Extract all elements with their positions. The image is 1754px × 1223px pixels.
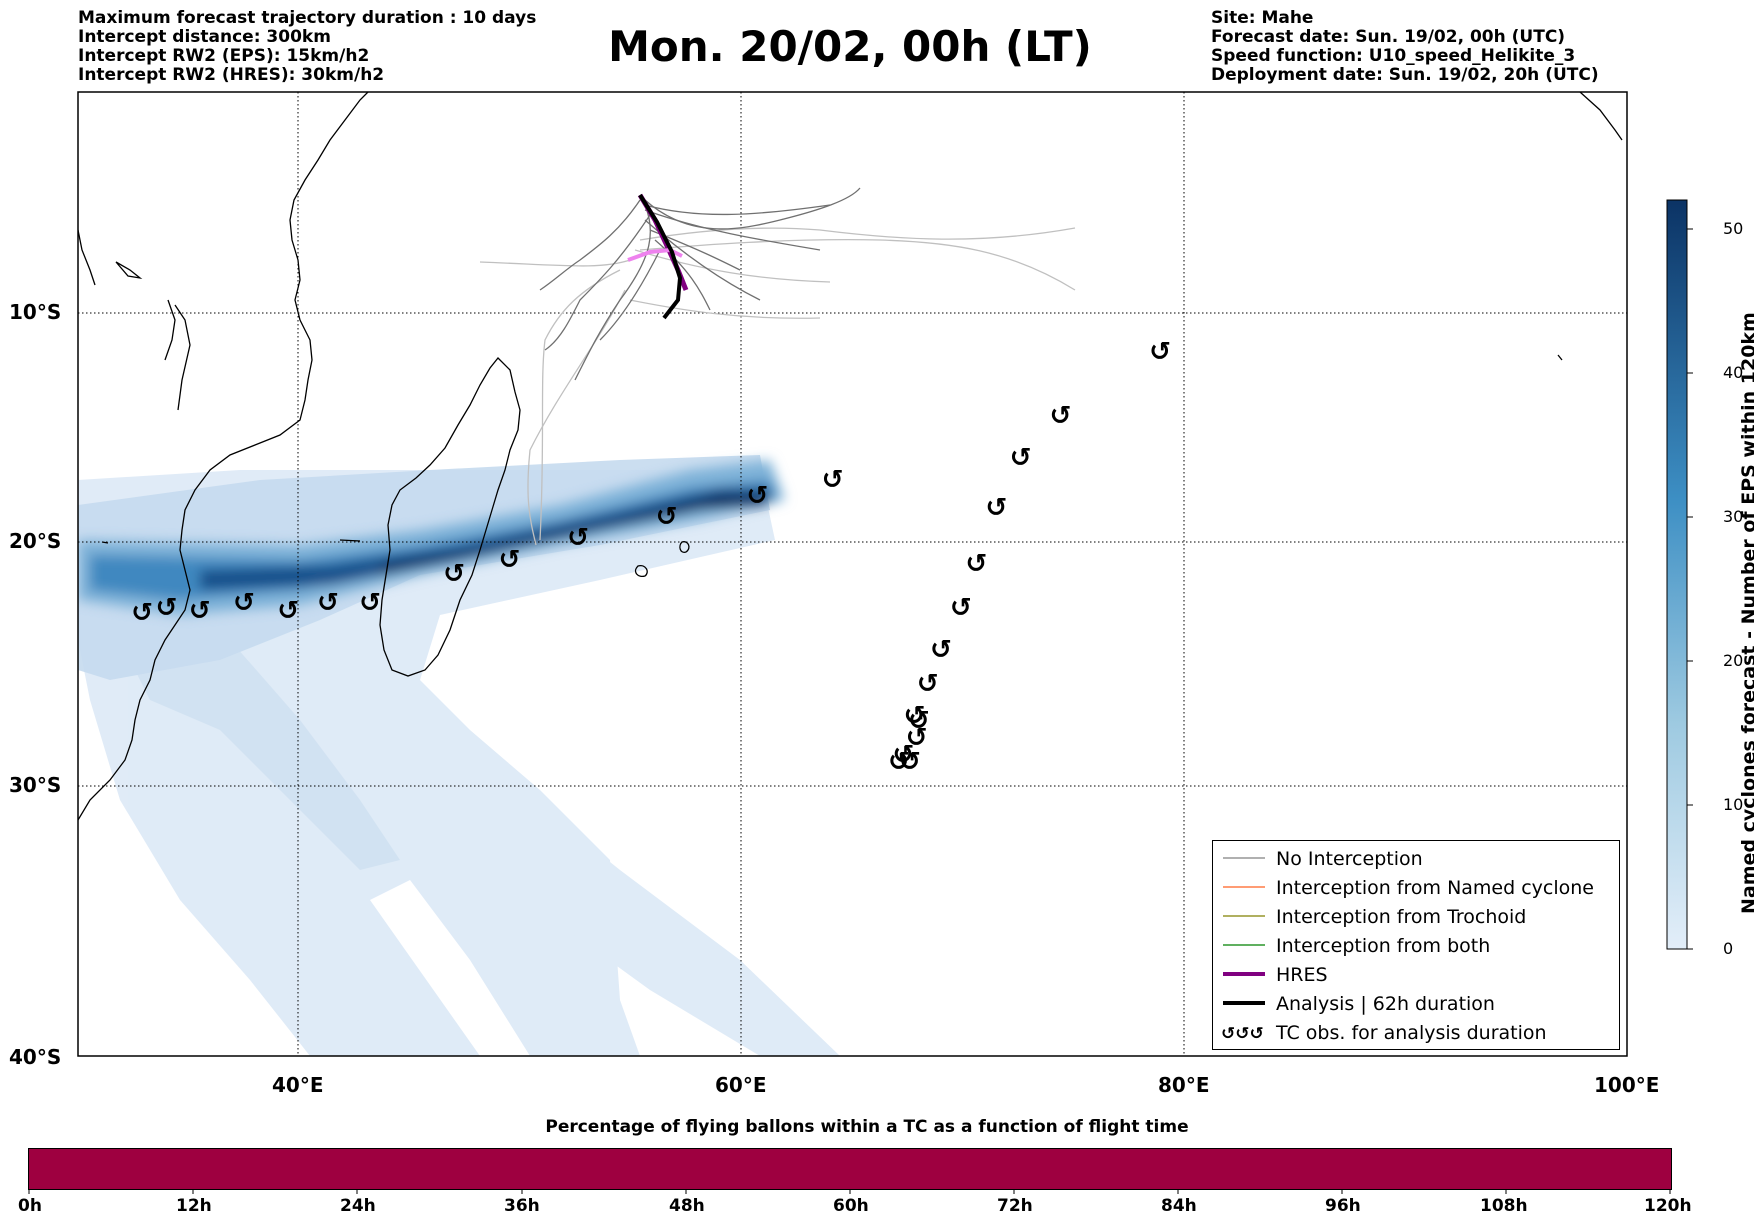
cyclone-icon: ↺ (655, 502, 678, 533)
colorbar-tick: 10 (1723, 795, 1744, 814)
cyclone-icon: ↺ (567, 522, 589, 553)
lon-label: 100°E (1594, 1073, 1660, 1097)
cyclone-icon: ↺ (930, 634, 952, 665)
lat-label: 10°S (9, 300, 62, 324)
legend-item: No Interception (1213, 845, 1619, 874)
legend-item: Interception from both (1213, 932, 1619, 961)
legend-label: Analysis | 62h duration (1276, 993, 1495, 1015)
hour-label: 12h (176, 1196, 212, 1216)
header-right-line: Forecast date: Sun. 19/02, 00h (UTC) (1211, 27, 1566, 47)
cyclone-icon: ↺ (498, 544, 521, 575)
legend-label: HRES (1276, 964, 1328, 986)
map-frame (77, 91, 1628, 1057)
cyclone-icon: ↺ (155, 593, 178, 624)
cyclone-icon: ↺ (188, 595, 211, 626)
legend-label: Interception from both (1276, 935, 1491, 957)
cyclone-icon: ↺ (985, 492, 1008, 523)
colorbar-tick: 30 (1723, 507, 1744, 526)
flight-bar-title: Percentage of flying ballons within a TC… (545, 1117, 1189, 1137)
cyclone-icon: ↺ (1049, 401, 1072, 432)
legend-label: No Interception (1276, 848, 1423, 870)
header-right-line: Speed function: U10_speed_Helikite_3 (1211, 46, 1576, 66)
cyclone-icon: ↺ (892, 739, 915, 770)
colorbar-tick: 0 (1723, 939, 1734, 958)
cyclone-icon: ↺ (949, 593, 972, 624)
cyclone-icon: ↺ (899, 747, 921, 778)
cyclone-icon: ↺ (746, 481, 769, 512)
header-left-line: Intercept RW2 (HRES): 30km/h2 (78, 65, 385, 85)
map-grid (78, 92, 1627, 1056)
cyclone-icon: ↺ (277, 595, 300, 626)
hres-track-branch (627, 247, 683, 262)
header-right-line: Deployment date: Sun. 19/02, 20h (UTC) (1211, 65, 1599, 85)
cyclone-icon: ↺ (903, 700, 926, 731)
legend-item: Interception from Named cyclone (1213, 874, 1619, 903)
cyclone-icon: ↺ (317, 588, 339, 619)
map-legend: No Interception Interception from Named … (1212, 840, 1620, 1050)
hour-label: 60h (833, 1196, 869, 1216)
hour-label: 84h (1161, 1196, 1197, 1216)
page-title: Mon. 20/02, 00h (LT) (608, 22, 1092, 71)
lat-label: 40°S (9, 1045, 62, 1069)
cyclone-icon: ↺ (131, 598, 153, 629)
coastlines (78, 92, 1623, 821)
cyclone-icon: ↺ (359, 588, 381, 619)
cyclone-icon: ↺ (905, 722, 928, 753)
legend-label: Interception from Trochoid (1276, 906, 1527, 928)
hour-label: 24h (340, 1196, 376, 1216)
hour-label: 96h (1325, 1196, 1361, 1216)
cyclone-icon: ↺ (232, 588, 255, 619)
legend-item: ↺↺↺ TC obs. for analysis duration (1213, 1019, 1619, 1048)
hour-label: 36h (504, 1196, 540, 1216)
hour-label: 0h (18, 1196, 42, 1216)
cyclone-icon: ↺ (887, 747, 910, 778)
cyclone-icon: ↺ (907, 705, 930, 736)
hour-label: 120h (1644, 1196, 1692, 1216)
hour-label: 108h (1480, 1196, 1528, 1216)
header-right-line: Site: Mahe (1211, 8, 1314, 28)
colorbar-tick: 20 (1723, 651, 1744, 670)
legend-label: Interception from Named cyclone (1276, 877, 1594, 899)
legend-item: HRES (1213, 961, 1619, 990)
cyclone-icon: ↺ (443, 559, 465, 590)
cyclone-icon: ↺ (965, 549, 988, 580)
legend-item: Analysis | 62h duration (1213, 990, 1619, 1019)
lon-label: 80°E (1158, 1073, 1210, 1097)
header-left-line: Intercept RW2 (EPS): 15km/h2 (78, 46, 370, 66)
lat-label: 30°S (9, 773, 62, 797)
legend-item: Interception from Trochoid (1213, 903, 1619, 932)
flight-time-bar (28, 1148, 1672, 1190)
lon-label: 60°E (715, 1073, 767, 1097)
hour-label: 48h (669, 1196, 705, 1216)
header-right-info: Site: Mahe Forecast date: Sun. 19/02, 00… (1211, 9, 1599, 85)
density-band (78, 460, 785, 615)
cyclone-icon: ↺ (821, 465, 844, 496)
hour-label: 72h (997, 1196, 1033, 1216)
analysis-track (638, 193, 683, 320)
legend-label: TC obs. for analysis duration (1276, 1022, 1547, 1044)
cyclone-icon: ↺ (916, 668, 939, 699)
header-left-line: Intercept distance: 300km (78, 27, 331, 47)
cyclone-icon: ↺ (1149, 337, 1171, 368)
cyclone-icon: ↺↺↺ (1221, 1024, 1264, 1044)
flight-bar-ticks (28, 1188, 1671, 1194)
colorbar-tick: 40 (1723, 363, 1744, 382)
header-left-line: Maximum forecast trajectory duration : 1… (78, 8, 537, 28)
lon-label: 40°E (272, 1073, 324, 1097)
header-left-info: Maximum forecast trajectory duration : 1… (78, 9, 536, 85)
colorbar-label: Named cyclones forecast - Number of EPS … (1738, 312, 1754, 914)
colorbar (1666, 199, 1693, 950)
cyclone-icon: ↺ (1009, 442, 1032, 473)
lat-label: 20°S (9, 529, 62, 553)
colorbar-tick: 50 (1723, 219, 1744, 238)
plot-area (78, 92, 1627, 1056)
